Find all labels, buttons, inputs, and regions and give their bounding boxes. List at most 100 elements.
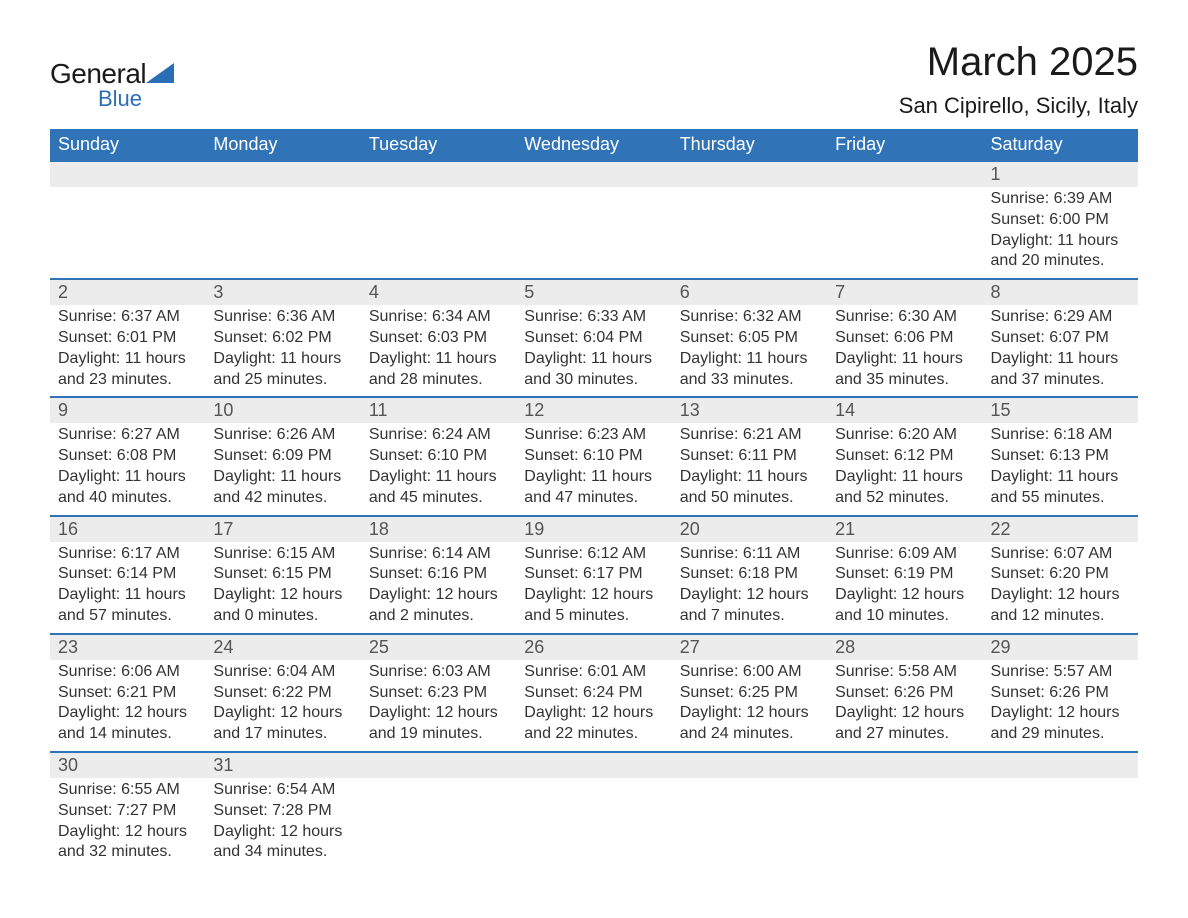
day-content-cell: Sunrise: 6:27 AMSunset: 6:08 PMDaylight:…: [50, 423, 205, 515]
sunset-line: Sunset: 6:05 PM: [680, 329, 798, 346]
day-content-cell: Sunrise: 6:03 AMSunset: 6:23 PMDaylight:…: [361, 660, 516, 752]
day-header: Tuesday: [361, 129, 516, 161]
day-header: Wednesday: [516, 129, 671, 161]
day-content-cell: Sunrise: 6:32 AMSunset: 6:05 PMDaylight:…: [672, 305, 827, 397]
sunrise-line: Sunrise: 6:39 AM: [991, 190, 1113, 207]
sunrise-line: Sunrise: 6:23 AM: [524, 426, 646, 443]
day-number-cell: 26: [516, 634, 671, 660]
daylight-line: Daylight: 12 hours and 12 minutes.: [991, 586, 1120, 624]
day-number-cell: [827, 161, 982, 187]
day-content-cell: Sunrise: 6:15 AMSunset: 6:15 PMDaylight:…: [205, 542, 360, 634]
day-number-cell: 6: [672, 279, 827, 305]
sunrise-line: Sunrise: 6:01 AM: [524, 663, 646, 680]
page-subtitle: San Cipirello, Sicily, Italy: [899, 93, 1138, 119]
sunrise-line: Sunrise: 6:30 AM: [835, 308, 957, 325]
day-number-cell: [827, 752, 982, 778]
day-number-cell: 1: [983, 161, 1138, 187]
day-content-cell: Sunrise: 6:29 AMSunset: 6:07 PMDaylight:…: [983, 305, 1138, 397]
week-daynum-row: 3031: [50, 752, 1138, 778]
day-content-cell: Sunrise: 6:00 AMSunset: 6:25 PMDaylight:…: [672, 660, 827, 752]
day-content-cell: Sunrise: 6:14 AMSunset: 6:16 PMDaylight:…: [361, 542, 516, 634]
sunrise-line: Sunrise: 6:14 AM: [369, 545, 491, 562]
day-number-cell: [983, 752, 1138, 778]
sunrise-line: Sunrise: 6:24 AM: [369, 426, 491, 443]
day-content-cell: Sunrise: 6:11 AM Sunset: 6:18 PM Daylight:…: [672, 542, 827, 634]
day-content-cell: [672, 187, 827, 279]
sunrise-line: Sunrise: 6:29 AM: [991, 308, 1113, 325]
day-number-cell: 2: [50, 279, 205, 305]
week-content-row: Sunrise: 6:06 AMSunset: 6:21 PMDaylight:…: [50, 660, 1138, 752]
day-number-cell: 24: [205, 634, 360, 660]
sunrise-line: Sunrise: 6:54 AM: [213, 781, 335, 798]
sunset-line: Sunset: 7:27 PM: [58, 802, 176, 819]
day-content-cell: Sunrise: 6:39 AMSunset: 6:00 PMDaylight:…: [983, 187, 1138, 279]
sunset-line: Sunset: 6:08 PM: [58, 447, 176, 464]
daylight-line: Daylight: 11 hours and 52 minutes.: [835, 468, 963, 506]
week-daynum-row: 2345678: [50, 279, 1138, 305]
sunset-line: Sunset: 6:25 PM: [680, 684, 798, 701]
day-content-cell: [516, 187, 671, 279]
daylight-line: Daylight: 11 hours and 33 minutes.: [680, 350, 808, 388]
day-number-cell: 19: [516, 516, 671, 542]
day-content-cell: [672, 778, 827, 869]
sunset-line: Sunset: 7:28 PM: [213, 802, 331, 819]
day-number-cell: 10: [205, 397, 360, 423]
sunset-line: Sunset: 6:12 PM: [835, 447, 953, 464]
day-content-cell: Sunrise: 6:07 AM Sunset: 6:20 PM Daylight:…: [983, 542, 1138, 634]
day-number-cell: 22: [983, 516, 1138, 542]
sunset-line: Sunset: 6:10 PM: [524, 447, 642, 464]
week-daynum-row: 23242526272829: [50, 634, 1138, 660]
day-number-cell: 8: [983, 279, 1138, 305]
brand-triangle-icon: [146, 63, 174, 83]
sunrise-line: Sunrise: 6:07 AM: [991, 545, 1113, 562]
daylight-line: Daylight: 12 hours and 10 minutes.: [835, 586, 964, 624]
daylight-line: Daylight: 11 hours and 45 minutes.: [369, 468, 497, 506]
sunrise-line: Sunrise: 6:11 AM: [680, 545, 801, 562]
day-content-cell: [983, 778, 1138, 869]
daylight-line: Daylight: 11 hours and 57 minutes.: [58, 586, 186, 624]
day-number-cell: [361, 752, 516, 778]
week-daynum-row: 16171819202122: [50, 516, 1138, 542]
sunrise-line: Sunrise: 6:55 AM: [58, 781, 180, 798]
day-content-cell: [827, 778, 982, 869]
day-content-cell: Sunrise: 6:20 AMSunset: 6:12 PMDaylight:…: [827, 423, 982, 515]
day-header: Sunday: [50, 129, 205, 161]
day-number-cell: [516, 161, 671, 187]
sunset-line: Sunset: 6:07 PM: [991, 329, 1109, 346]
day-content-cell: Sunrise: 6:23 AMSunset: 6:10 PMDaylight:…: [516, 423, 671, 515]
week-content-row: Sunrise: 6:39 AMSunset: 6:00 PMDaylight:…: [50, 187, 1138, 279]
daylight-line: Daylight: 12 hours and 17 minutes.: [213, 704, 342, 742]
day-number-cell: 7: [827, 279, 982, 305]
day-number-cell: [672, 161, 827, 187]
daylight-line: Daylight: 11 hours and 50 minutes.: [680, 468, 808, 506]
sunrise-line: Sunrise: 5:58 AM: [835, 663, 957, 680]
day-content-cell: Sunrise: 5:57 AMSunset: 6:26 PMDaylight:…: [983, 660, 1138, 752]
sunrise-line: Sunrise: 6:27 AM: [58, 426, 180, 443]
day-number-cell: [205, 161, 360, 187]
daylight-line: Daylight: 11 hours and 35 minutes.: [835, 350, 963, 388]
sunset-line: Sunset: 6:20 PM: [991, 565, 1109, 582]
day-content-cell: Sunrise: 6:30 AMSunset: 6:06 PMDaylight:…: [827, 305, 982, 397]
day-number-cell: 16: [50, 516, 205, 542]
sunset-line: Sunset: 6:19 PM: [835, 565, 953, 582]
sunset-line: Sunset: 6:17 PM: [524, 565, 642, 582]
daylight-line: Daylight: 11 hours and 25 minutes.: [213, 350, 341, 388]
day-content-cell: Sunrise: 6:09 AMSunset: 6:19 PMDaylight:…: [827, 542, 982, 634]
day-number-cell: 3: [205, 279, 360, 305]
day-number-cell: 12: [516, 397, 671, 423]
day-number-cell: 25: [361, 634, 516, 660]
daylight-line: Daylight: 12 hours and 22 minutes.: [524, 704, 653, 742]
day-number-cell: 9: [50, 397, 205, 423]
day-number-cell: 5: [516, 279, 671, 305]
sunset-line: Sunset: 6:13 PM: [991, 447, 1109, 464]
day-content-cell: Sunrise: 6:18 AMSunset: 6:13 PMDaylight:…: [983, 423, 1138, 515]
day-content-cell: Sunrise: 6:06 AMSunset: 6:21 PMDaylight:…: [50, 660, 205, 752]
sunset-line: Sunset: 6:01 PM: [58, 329, 176, 346]
day-number-cell: 11: [361, 397, 516, 423]
sunset-line: Sunset: 6:18 PM: [680, 565, 798, 582]
daylight-line: Daylight: 12 hours and 7 minutes.: [680, 586, 809, 624]
day-header: Friday: [827, 129, 982, 161]
week-daynum-row: 1: [50, 161, 1138, 187]
day-number-cell: [361, 161, 516, 187]
day-number-cell: 20: [672, 516, 827, 542]
